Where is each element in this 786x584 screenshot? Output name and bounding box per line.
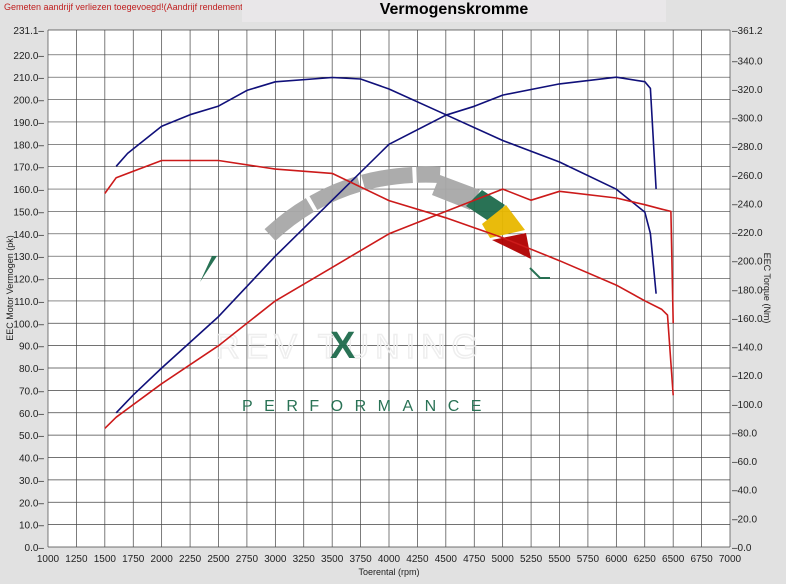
x-tick-label: 5250 xyxy=(520,554,543,565)
x-tick-label: 4750 xyxy=(463,554,486,565)
series-line-1 xyxy=(115,76,657,294)
y-tick-label: 180.0– xyxy=(13,140,44,151)
curves xyxy=(104,76,674,429)
y-tick-label: 110.0– xyxy=(14,297,44,308)
x-tick-label: 5000 xyxy=(492,554,515,565)
grid xyxy=(47,29,731,548)
x-tick-label: 6750 xyxy=(690,554,713,565)
y2-tick-label: –260.0 xyxy=(732,171,763,182)
x-tick-label: 5750 xyxy=(577,554,600,565)
logo-red-seg xyxy=(492,233,531,259)
x-tick-label: 3000 xyxy=(264,554,287,565)
y2-tick-label: –200.0 xyxy=(732,257,763,268)
y-tick-label: 220.0– xyxy=(13,51,44,62)
x-axis-label: Toerental (rpm) xyxy=(358,567,419,577)
y-tick-label: 100.0– xyxy=(13,319,44,330)
axes: 1000 1250 1500 1750 2000 2250 2500 2750 3000 3250… xyxy=(13,26,763,565)
y-tick-label: 200.0– xyxy=(13,96,44,107)
chart-title: Vermogenskromme xyxy=(379,1,529,18)
logo-sub-text: PERFORMANCE xyxy=(242,398,493,415)
y2-tick-label: –340.0 xyxy=(732,56,763,67)
logo-gray-arc xyxy=(264,166,441,241)
y2-tick-label: –40.0 xyxy=(732,486,757,497)
y-tick-label: 10.0– xyxy=(19,521,44,532)
logo-green-tick xyxy=(529,267,550,279)
y-tick-label: 231.1– xyxy=(13,26,44,37)
watermark-logo: REV TUNING X PERFORMANCE xyxy=(200,166,550,415)
y-tick-label: 20.0– xyxy=(19,498,44,509)
x-tick-label: 2250 xyxy=(179,554,202,565)
y2-tick-label: –240.0 xyxy=(732,199,763,210)
y2-tick-label: –220.0 xyxy=(732,228,763,239)
x-tick-label: 2000 xyxy=(151,554,174,565)
y-tick-label: 0.0– xyxy=(25,543,45,554)
y2-tick-label: –0.0 xyxy=(732,543,752,554)
y-tick-label: 140.0– xyxy=(13,230,44,241)
y2-tick-label: –20.0 xyxy=(732,514,757,525)
y2-tick-label: –120.0 xyxy=(732,371,763,382)
y2-tick-label: –160.0 xyxy=(732,314,763,325)
y2-tick-label: –140.0 xyxy=(732,343,763,354)
x-tick-label: 6000 xyxy=(605,554,628,565)
y2-tick-label: –361.2 xyxy=(732,26,763,37)
y-tick-label: 160.0– xyxy=(13,185,44,196)
logo-green-needle xyxy=(200,256,217,282)
x-tick-label: 4500 xyxy=(435,554,458,565)
x-tick-label: 3500 xyxy=(321,554,344,565)
logo-gray-seg xyxy=(432,175,480,210)
x-tick-label: 4000 xyxy=(378,554,401,565)
y2-tick-label: –60.0 xyxy=(732,457,757,468)
logo-brand-text: REV TUNING xyxy=(215,328,484,366)
y2-axis-label: EEC Torque (Nm) xyxy=(762,253,772,324)
x-tick-label: 6500 xyxy=(662,554,685,565)
y2-tick-label: –320.0 xyxy=(732,85,763,96)
x-tick-label: 5500 xyxy=(548,554,571,565)
x-tick-label: 7000 xyxy=(719,554,742,565)
x-tick-label: 6250 xyxy=(634,554,657,565)
x-tick-label: 4250 xyxy=(406,554,429,565)
y-tick-label: 170.0– xyxy=(13,163,44,174)
y2-tick-label: –280.0 xyxy=(732,142,763,153)
series-line-2 xyxy=(104,188,674,429)
y-tick-label: 130.0– xyxy=(13,252,44,263)
y-tick-label: 120.0– xyxy=(13,275,44,286)
y2-tick-label: –100.0 xyxy=(732,400,763,411)
x-tick-label: 1500 xyxy=(94,554,117,565)
y-tick-label: 60.0– xyxy=(19,409,44,420)
x-tick-label: 2500 xyxy=(207,554,230,565)
series-line-3 xyxy=(104,159,674,396)
logo-yellow-seg xyxy=(482,205,525,238)
y-tick-label: 50.0– xyxy=(19,431,44,442)
y2-tick-label: –300.0 xyxy=(732,114,763,125)
drivetrain-loss-note: Gemeten aandrijf verliezen toegevoegd!(A… xyxy=(4,2,277,12)
y-axis-label: EEC Motor Vermogen (pk) xyxy=(5,235,15,341)
title-box: Vermogenskromme xyxy=(242,0,666,22)
x-tick-label: 3750 xyxy=(349,554,372,565)
y-tick-label: 90.0– xyxy=(19,342,44,353)
y-tick-label: 70.0– xyxy=(19,386,44,397)
y-tick-label: 150.0– xyxy=(13,207,44,218)
y-tick-label: 80.0– xyxy=(19,364,44,375)
x-tick-label: 1250 xyxy=(65,554,88,565)
logo-x: X xyxy=(330,325,356,367)
y2-tick-label: –180.0 xyxy=(732,285,763,296)
x-tick-label: 1000 xyxy=(37,554,60,565)
x-tick-label: 3250 xyxy=(293,554,316,565)
x-tick-label: 2750 xyxy=(236,554,259,565)
y-tick-label: 210.0– xyxy=(13,73,44,84)
y2-tick-label: –80.0 xyxy=(732,428,757,439)
y-tick-label: 190.0– xyxy=(13,118,44,129)
y-tick-label: 40.0– xyxy=(19,454,44,465)
y-tick-label: 30.0– xyxy=(19,476,44,487)
x-tick-label: 1750 xyxy=(122,554,145,565)
